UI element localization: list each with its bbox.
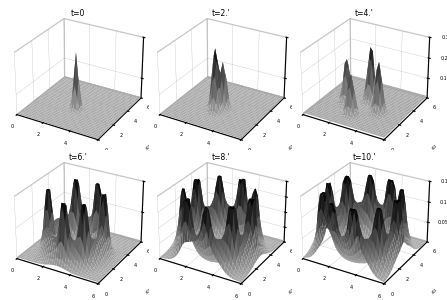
- Y-axis label: $x_2$: $x_2$: [144, 286, 155, 297]
- Y-axis label: $x_2$: $x_2$: [144, 142, 155, 153]
- X-axis label: $x_1$: $x_1$: [34, 159, 44, 169]
- X-axis label: $x_1$: $x_1$: [177, 159, 187, 169]
- Y-axis label: $x_2$: $x_2$: [287, 142, 298, 153]
- Title: t=4.': t=4.': [355, 9, 374, 18]
- Y-axis label: $x_2$: $x_2$: [430, 286, 441, 297]
- Y-axis label: $x_2$: $x_2$: [287, 286, 298, 297]
- Y-axis label: $x_2$: $x_2$: [430, 142, 441, 153]
- Title: t=6.': t=6.': [69, 153, 88, 162]
- X-axis label: $x_1$: $x_1$: [320, 159, 330, 169]
- Title: t=10.': t=10.': [353, 153, 376, 162]
- Title: t=0: t=0: [71, 9, 85, 18]
- Title: t=2.': t=2.': [212, 9, 231, 18]
- Title: t=8.': t=8.': [212, 153, 231, 162]
